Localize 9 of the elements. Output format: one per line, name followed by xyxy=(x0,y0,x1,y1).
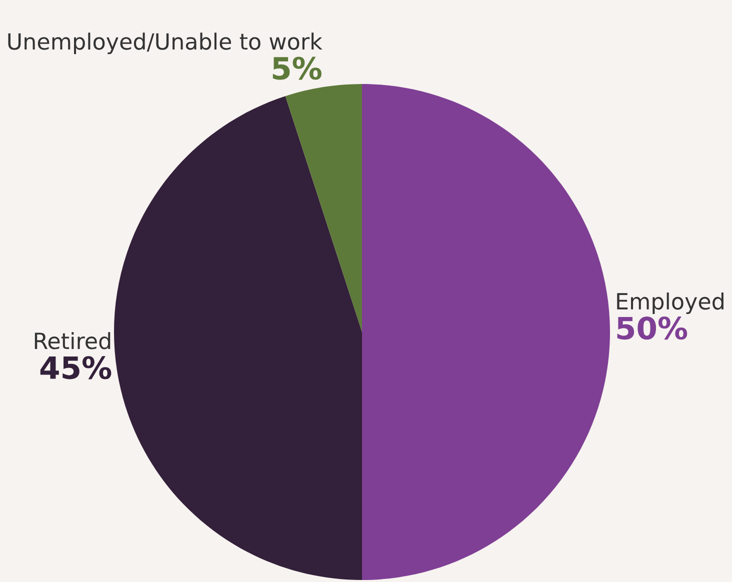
pie-slice xyxy=(114,96,362,580)
slice-label: Unemployed/Unable to work xyxy=(8,32,322,54)
slice-label: Employed xyxy=(617,292,724,314)
pie-slice xyxy=(362,84,610,580)
pie-slice xyxy=(285,84,362,332)
data-label: 45% xyxy=(40,356,112,380)
data-label: 50% xyxy=(617,316,688,340)
slice-label: Retired xyxy=(34,332,110,350)
data-label: 5% xyxy=(272,56,322,80)
